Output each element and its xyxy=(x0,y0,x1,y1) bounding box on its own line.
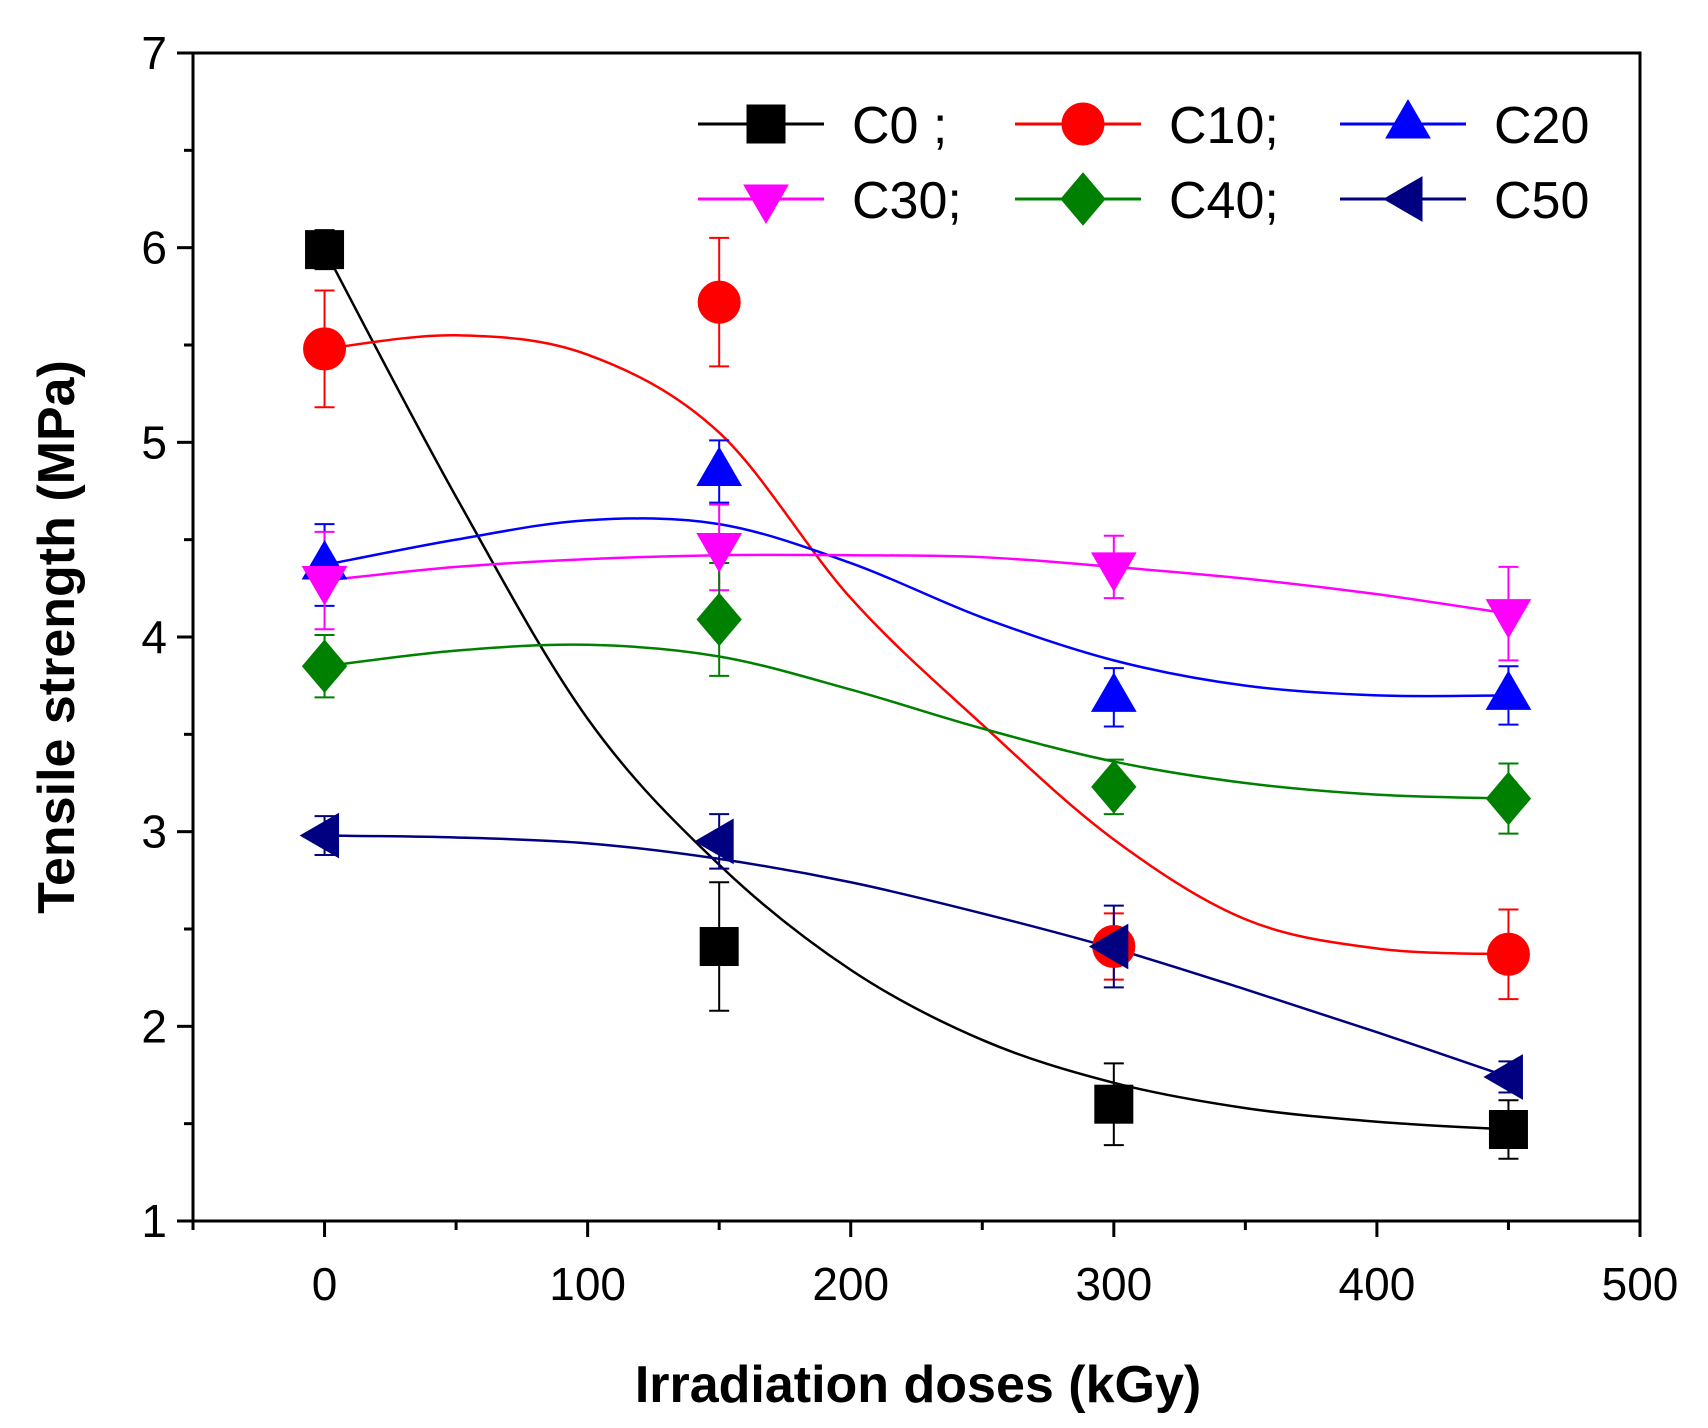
y-tick-label: 2 xyxy=(141,1000,167,1052)
legend-marker-c50 xyxy=(1383,176,1423,222)
legend-label-c40: C40; xyxy=(1169,172,1279,230)
x-tick-label: 300 xyxy=(1075,1258,1152,1310)
x-tick-label: 400 xyxy=(1339,1258,1416,1310)
fit-curve-c0 xyxy=(323,249,1509,1131)
legend-label-c10: C10; xyxy=(1169,97,1279,155)
legend: C0 ; C10; C20 C30; C40; C50 xyxy=(698,97,1589,230)
data-point-c0 xyxy=(699,927,739,967)
y-tick-label: 7 xyxy=(141,27,167,79)
fit-curve-c10 xyxy=(324,334,1509,956)
x-tick-label: 500 xyxy=(1602,1258,1679,1310)
data-point-c30 xyxy=(301,566,348,606)
y-tick-label: 6 xyxy=(141,222,167,274)
fit-curves xyxy=(323,249,1509,1131)
x-tick-label: 200 xyxy=(812,1258,889,1310)
data-point-c40 xyxy=(301,639,348,693)
legend-marker-c10 xyxy=(1061,102,1105,146)
fit-curve-c50 xyxy=(324,834,1509,1079)
fit-curve-c40 xyxy=(324,643,1509,800)
x-tick-label: 100 xyxy=(549,1258,626,1310)
y-tick-label: 1 xyxy=(141,1195,167,1247)
legend-label-c30: C30; xyxy=(852,172,962,230)
x-axis-ticks: 0 100 200 300 400 500 xyxy=(191,1221,1679,1310)
data-point-c30 xyxy=(696,532,743,573)
data-point-c20 xyxy=(1485,670,1532,710)
legend-marker-c40 xyxy=(1060,172,1106,226)
data-point-c40 xyxy=(1091,760,1137,814)
data-point-c20 xyxy=(1090,672,1137,712)
y-tick-label: 4 xyxy=(141,611,167,663)
fit-curve-c30 xyxy=(324,553,1509,615)
data-point-c50 xyxy=(299,812,340,859)
data-point-c50 xyxy=(694,818,734,865)
data-point-c0 xyxy=(1094,1084,1134,1124)
x-axis-title: Irradiation doses (kGy) xyxy=(635,1356,1201,1414)
data-point-c20 xyxy=(696,446,743,487)
legend-label-c0: C0 ; xyxy=(852,97,947,155)
data-point-c0 xyxy=(1488,1110,1528,1150)
legend-marker-c0 xyxy=(746,104,786,144)
data-point-c50 xyxy=(1088,923,1129,970)
y-tick-label: 3 xyxy=(141,806,167,858)
data-point-c10 xyxy=(303,327,347,371)
legend-label-c50: C50 xyxy=(1494,172,1589,230)
data-point-c10 xyxy=(697,280,741,324)
fit-curve-c20 xyxy=(324,517,1509,698)
y-axis-title: Tensile strength (MPa) xyxy=(28,360,86,914)
data-point-c0 xyxy=(305,230,345,270)
data-point-c50 xyxy=(1483,1054,1523,1100)
y-tick-label: 5 xyxy=(141,416,167,468)
legend-marker-c20 xyxy=(1385,99,1431,139)
legend-label-c20: C20 xyxy=(1494,97,1589,155)
legend-marker-c30 xyxy=(743,184,789,224)
y-axis-ticks: 1 2 3 4 5 6 7 xyxy=(141,27,193,1247)
data-point-c30 xyxy=(1090,552,1137,592)
x-tick-label: 0 xyxy=(312,1258,338,1310)
data-point-c40 xyxy=(1485,771,1532,826)
data-markers xyxy=(299,230,1532,1150)
data-point-c10 xyxy=(1486,932,1530,976)
data-point-c30 xyxy=(1485,599,1532,639)
data-point-c40 xyxy=(696,592,742,647)
